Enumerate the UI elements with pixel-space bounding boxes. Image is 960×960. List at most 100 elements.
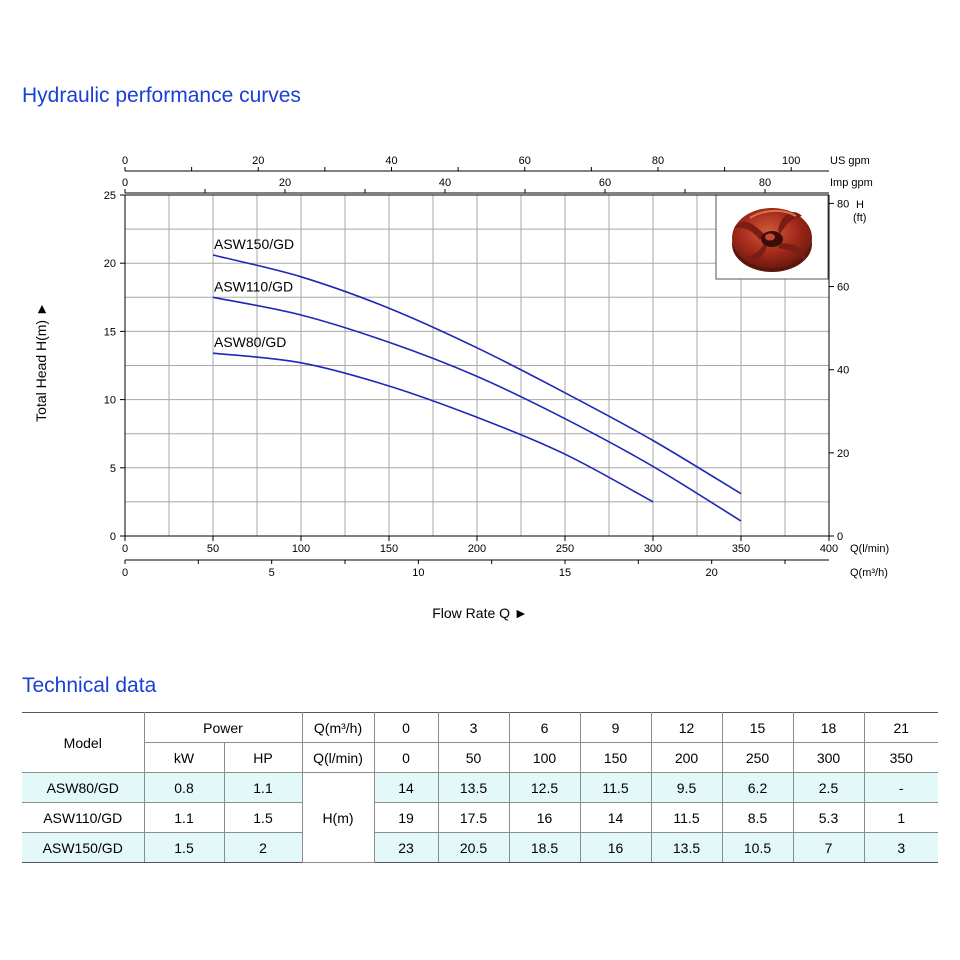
- x-tick-label: 350: [732, 543, 750, 555]
- ft-tick-label: 40: [837, 365, 849, 377]
- head-cell: 8.5: [721, 802, 794, 833]
- q-lmin-cell: 300: [792, 742, 865, 773]
- imp-gpm-tick-label: 60: [599, 177, 611, 189]
- q-m3h-cell: 6: [508, 712, 581, 743]
- model-header: Model: [22, 712, 145, 773]
- head-cell: 5.3: [792, 802, 865, 833]
- x-tick-label: 400: [820, 543, 838, 555]
- technical-data-table: Model Power Q(m³/h) 0 3 6 9 12 15 18 21 …: [22, 712, 938, 863]
- table-row: ASW80/GD 0.8 1.1 H(m) 14 13.5 12.5 11.5 …: [22, 772, 938, 863]
- x-tick-label: 250: [556, 543, 574, 555]
- hp-cell: 1.5: [223, 802, 303, 833]
- y-tick-label: 25: [104, 190, 116, 202]
- h-label: H(m): [301, 772, 375, 863]
- head-cell: 20.5: [437, 832, 510, 863]
- head-cell: 16: [508, 802, 581, 833]
- m3h-tick-label: 0: [122, 567, 128, 579]
- ft-tick-label: 20: [837, 448, 849, 460]
- power-header: Power: [143, 712, 303, 743]
- m3h-unit-label: Q(m³/h): [850, 567, 888, 579]
- head-cell: -: [863, 772, 938, 803]
- series-label: ASW150/GD: [214, 236, 294, 252]
- us-gpm-tick-label: 20: [252, 155, 264, 167]
- table-row: ASW150/GD 1.5 2 23 20.5 18.5 16 13.5 10.…: [22, 832, 938, 863]
- q-lmin-cell: 350: [863, 742, 938, 773]
- head-cell: 23: [373, 832, 439, 863]
- y-axis-title: Total Head H(m) ►: [33, 302, 49, 422]
- x-unit-label: Q(l/min): [850, 543, 889, 555]
- q-m3h-cell: 18: [792, 712, 865, 743]
- head-cell: 16: [579, 832, 652, 863]
- series-label: ASW110/GD: [214, 278, 293, 294]
- m3h-tick-label: 20: [706, 567, 718, 579]
- q-m3h-cell: 12: [650, 712, 723, 743]
- y-tick-label: 10: [104, 395, 116, 407]
- impeller-inset: [715, 194, 829, 280]
- q-lmin-cell: 50: [437, 742, 510, 773]
- curve-line: [212, 254, 742, 495]
- y-tick-label: 15: [104, 326, 116, 338]
- model-cell: ASW80/GD: [22, 772, 145, 803]
- x-tick-label: 0: [122, 543, 128, 555]
- head-cell: 14: [373, 772, 439, 803]
- ft-unit-label: (ft): [853, 212, 866, 224]
- head-cell: 13.5: [437, 772, 510, 803]
- q-lmin-cell: 200: [650, 742, 723, 773]
- head-cell: 17.5: [437, 802, 510, 833]
- x-tick-label: 300: [644, 543, 662, 555]
- q-m3h-cell: 3: [437, 712, 510, 743]
- us-gpm-unit-label: US gpm: [830, 155, 870, 167]
- head-cell: 18.5: [508, 832, 581, 863]
- us-gpm-tick-label: 100: [782, 155, 800, 167]
- table-section-title: Technical data: [22, 674, 157, 697]
- q-lmin-cell: 0: [373, 742, 439, 773]
- m3h-tick-label: 15: [559, 567, 571, 579]
- hp-cell: 2: [223, 832, 303, 863]
- q-m3h-cell: 9: [579, 712, 652, 743]
- curve-line: [212, 296, 742, 522]
- q-lmin-cell: 150: [579, 742, 652, 773]
- x-tick-label: 200: [468, 543, 486, 555]
- q-m3h-cell: 0: [373, 712, 439, 743]
- head-cell: 19: [373, 802, 439, 833]
- head-cell: 7: [792, 832, 865, 863]
- hp-cell: 1.1: [223, 772, 303, 803]
- hp-header: HP: [223, 742, 303, 773]
- q-m3h-cell: 15: [721, 712, 794, 743]
- chart-section-title: Hydraulic performance curves: [22, 84, 301, 107]
- head-cell: 12.5: [508, 772, 581, 803]
- us-gpm-tick-label: 0: [122, 155, 128, 167]
- header-row-flow-lmin: kW HP Q(l/min) 0 50 100 150 200 250 300 …: [22, 742, 938, 773]
- x-tick-label: 150: [380, 543, 398, 555]
- y-tick-label: 5: [110, 463, 116, 475]
- table-row: ASW110/GD 1.1 1.5 19 17.5 16 14 11.5 8.5…: [22, 802, 938, 833]
- imp-gpm-tick-label: 80: [759, 177, 771, 189]
- x-tick-label: 100: [292, 543, 310, 555]
- ft-tick-label: 0: [837, 531, 843, 543]
- head-cell: 14: [579, 802, 652, 833]
- q-lmin-label: Q(l/min): [301, 742, 375, 773]
- us-gpm-tick-label: 60: [519, 155, 531, 167]
- x-axis-title: Flow Rate Q ►: [432, 605, 528, 621]
- q-m3h-label: Q(m³/h): [301, 712, 375, 743]
- us-gpm-tick-label: 40: [385, 155, 397, 167]
- head-cell: 3: [863, 832, 938, 863]
- imp-gpm-unit-label: Imp gpm: [830, 177, 873, 189]
- q-lmin-cell: 250: [721, 742, 794, 773]
- imp-gpm-tick-label: 20: [279, 177, 291, 189]
- kw-header: kW: [144, 742, 225, 773]
- y-tick-label: 20: [104, 258, 116, 270]
- head-cell: 11.5: [579, 772, 652, 803]
- head-cell: 13.5: [650, 832, 723, 863]
- kw-cell: 0.8: [143, 772, 225, 803]
- ft-tick-label: 80: [837, 198, 849, 210]
- us-gpm-tick-label: 80: [652, 155, 664, 167]
- model-cell: ASW150/GD: [22, 832, 145, 863]
- x-tick-label: 50: [207, 543, 219, 555]
- header-row-flow-m3h: Model Power Q(m³/h) 0 3 6 9 12 15 18 21: [22, 712, 938, 773]
- curve-line: [212, 352, 654, 503]
- head-cell: 10.5: [721, 832, 794, 863]
- kw-cell: 1.5: [143, 832, 225, 863]
- impeller-icon: [732, 208, 812, 272]
